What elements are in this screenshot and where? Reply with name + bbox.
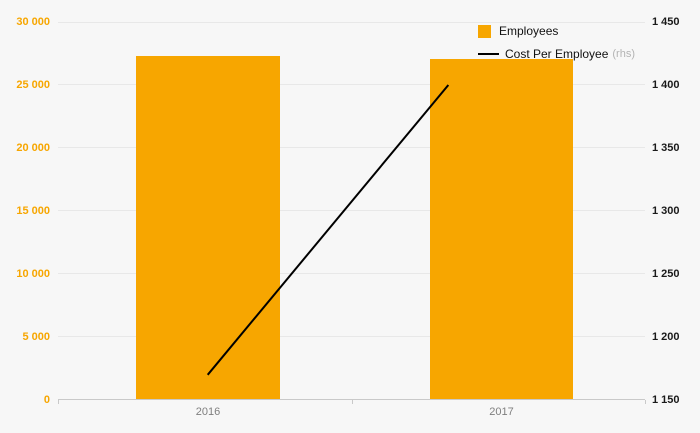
legend-item-employees: Employees (478, 24, 635, 38)
right-axis-tick-label: 1 150 (652, 394, 680, 406)
right-axis-tick-label: 1 400 (652, 79, 680, 91)
right-axis-tick-label: 1 350 (652, 142, 680, 154)
gridline (58, 210, 645, 211)
x-axis-label-2017: 2017 (489, 406, 514, 418)
legend-label-cost-per-employee: Cost Per Employee (505, 47, 609, 61)
gridline (58, 273, 645, 274)
plot-area (58, 22, 646, 404)
x-axis-label-2016: 2016 (195, 406, 221, 418)
left-axis-tick-label: 30 000 (16, 16, 50, 28)
x-axis-tick (351, 400, 353, 404)
x-axis-tick (58, 400, 59, 404)
cost-per-employee-line (206, 84, 450, 376)
x-axis-tick (645, 400, 646, 404)
left-axis-tick-label: 5 000 (22, 331, 50, 343)
left-axis-tick-label: 20 000 (16, 142, 50, 154)
legend-line-marker-icon (478, 53, 499, 55)
legend-suffix-rhs: (rhs) (612, 48, 635, 60)
x-axis-line (58, 399, 645, 400)
left-axis-tick-label: 10 000 (16, 268, 50, 280)
gridline (58, 336, 645, 337)
legend: Employees Cost Per Employee (rhs) (478, 24, 635, 70)
right-axis-tick-label: 1 250 (652, 268, 680, 280)
right-axis-tick-label: 1 300 (652, 205, 680, 217)
gridline (58, 22, 645, 23)
gridline (58, 84, 645, 85)
legend-swatch-icon (478, 24, 491, 38)
left-axis-labels: 0 5 000 10 000 15 000 20 000 25 000 30 000 (0, 16, 52, 406)
left-axis-tick-label: 0 (43, 394, 50, 406)
line-series (206, 84, 450, 376)
right-axis-labels: 1 150 1 200 1 250 1 300 1 350 1 400 1 450 (652, 16, 700, 406)
legend-item-cost-per-employee: Cost Per Employee (rhs) (478, 47, 635, 61)
bar-2017 (429, 58, 574, 399)
gridline (58, 147, 645, 148)
left-axis-tick-label: 25 000 (16, 79, 50, 91)
left-axis-tick-label: 15 000 (16, 205, 50, 217)
bar-2016 (136, 56, 280, 399)
legend-label-employees: Employees (499, 24, 559, 38)
right-axis-tick-label: 1 450 (652, 16, 680, 28)
right-axis-tick-label: 1 200 (652, 331, 680, 343)
